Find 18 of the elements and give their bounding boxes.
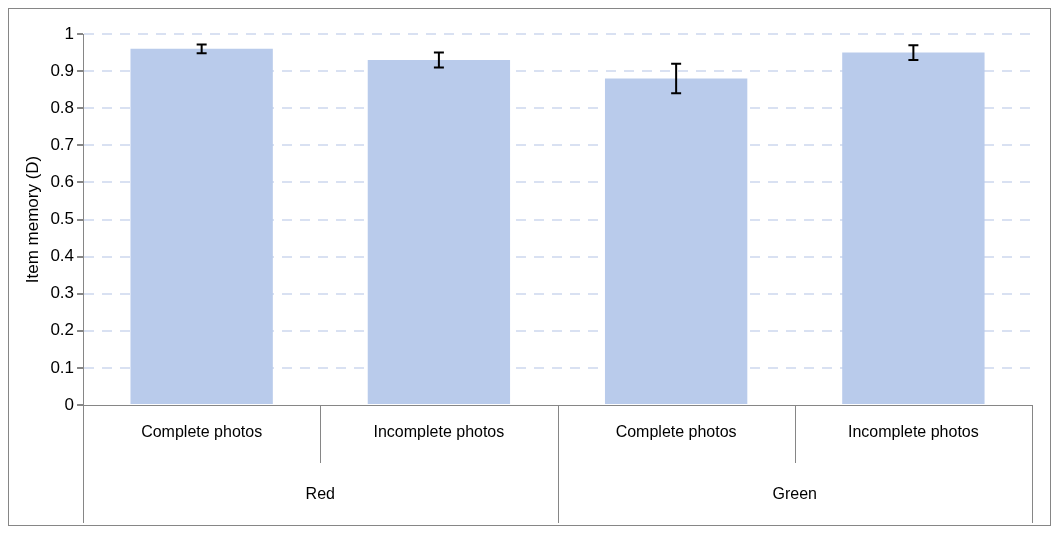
x-tick-label: Complete photos bbox=[615, 423, 737, 441]
y-tick-label: 0 bbox=[64, 394, 75, 414]
text: Green bbox=[772, 485, 817, 503]
y-tick-label: 0.9 bbox=[50, 60, 75, 80]
y-axis-title: Item memory (D) bbox=[22, 155, 42, 284]
y-tick-label: 0.7 bbox=[50, 134, 75, 154]
y-tick-label: 1 bbox=[64, 23, 75, 43]
y-tick-label: 0.3 bbox=[50, 283, 75, 303]
x-tick-label: Incomplete photos bbox=[848, 423, 979, 441]
y-tick-label: 0.8 bbox=[50, 97, 75, 117]
y-tick-label: 0.2 bbox=[50, 320, 75, 340]
y-tick-label: 0.4 bbox=[50, 246, 75, 266]
x-tick-label: Incomplete photos bbox=[373, 423, 505, 441]
y-tick-label: 0.6 bbox=[50, 172, 75, 192]
x-tick-label: Complete photos bbox=[141, 423, 263, 441]
text: Red bbox=[305, 485, 335, 503]
y-tick-label: 0.1 bbox=[50, 357, 75, 377]
y-tick-label: 0.5 bbox=[50, 209, 75, 229]
